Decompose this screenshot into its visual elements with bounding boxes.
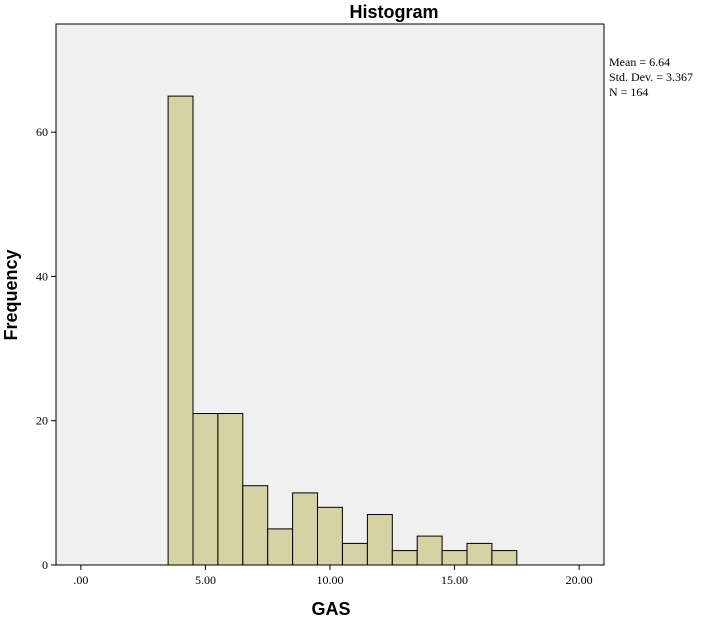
y-tick-label-3: 60 <box>36 125 48 139</box>
histogram-bar-9 <box>391 550 418 566</box>
x-axis-title: GAS <box>311 599 350 619</box>
histogram-bar-2 <box>217 413 244 566</box>
stats-box: Mean = 6.64 Std. Dev. = 3.367 N = 164 <box>609 55 693 99</box>
stat-std-dev: Std. Dev. = 3.367 <box>609 70 693 84</box>
stat-mean: Mean = 6.64 <box>609 55 670 69</box>
y-axis: 0 20 40 60 <box>36 125 56 572</box>
x-axis: .00 5.00 10.00 15.00 20.00 <box>73 565 593 587</box>
chart-title: Histogram <box>349 2 438 22</box>
histogram-bar-10 <box>416 535 443 566</box>
y-tick-label-0: 0 <box>42 558 48 572</box>
histogram-bar-5 <box>292 492 319 566</box>
histogram-bar-13 <box>491 550 518 566</box>
histogram-bar-4 <box>267 528 294 566</box>
y-axis-title: Frequency <box>1 249 21 340</box>
y-tick-label-1: 20 <box>36 414 48 428</box>
histogram-bar-6 <box>317 506 343 566</box>
histogram-bar-7 <box>342 542 368 566</box>
histogram-bar-12 <box>466 542 493 566</box>
stat-n: N = 164 <box>609 85 648 99</box>
x-tick-label-0: .00 <box>73 573 88 587</box>
histogram-bar-8 <box>366 514 393 566</box>
bars-group <box>167 95 518 566</box>
histogram-bar-1 <box>192 413 219 566</box>
histogram-bar-11 <box>441 550 468 566</box>
x-tick-label-1: 5.00 <box>195 573 216 587</box>
x-tick-label-3: 15.00 <box>441 573 468 587</box>
x-tick-label-4: 20.00 <box>566 573 593 587</box>
y-tick-label-2: 40 <box>36 269 48 283</box>
plot-area <box>55 23 605 566</box>
histogram-bar-3 <box>242 485 269 566</box>
x-tick-label-2: 10.00 <box>317 573 344 587</box>
histogram-bar-0 <box>167 95 194 566</box>
